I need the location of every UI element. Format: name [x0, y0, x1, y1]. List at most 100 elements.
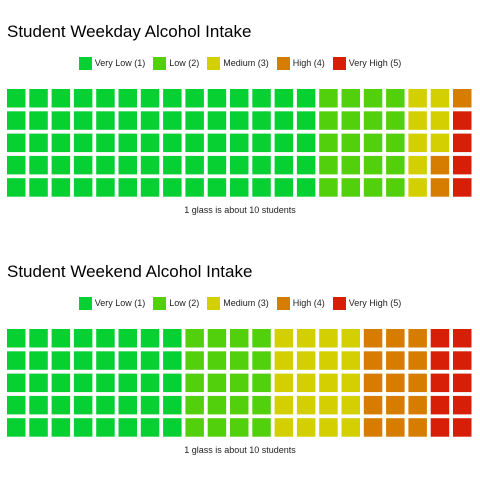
waffle-cell-high [408, 418, 427, 437]
waffle-cell-very-low [96, 351, 115, 370]
legend-swatch [153, 56, 167, 70]
waffle-cell-low [252, 395, 271, 415]
legend-swatch [78, 56, 92, 70]
waffle-cell-very-low [230, 178, 249, 197]
waffle-cell-very-low [51, 351, 71, 370]
waffle-cell-very-low [230, 89, 249, 108]
waffle-cell-medium [430, 133, 450, 153]
waffle-cell-medium [430, 89, 450, 108]
waffle-cell-high [386, 395, 405, 415]
waffle-cell-very-low [96, 111, 115, 130]
legend-label: Very High (5) [348, 58, 402, 68]
waffle-cell-very-low [207, 133, 227, 153]
waffle-cell-medium [341, 329, 360, 348]
waffle-cell-very-low [7, 178, 26, 197]
legend-item-medium: Medium (3) [207, 56, 269, 70]
waffle-cell-low [341, 133, 360, 153]
waffle-cell-high [408, 351, 427, 370]
waffle-cell-very-low [140, 373, 160, 393]
waffle-cell-very-high [453, 373, 472, 393]
waffle-cell-very-low [73, 89, 93, 108]
waffle-cell-very-low [7, 133, 26, 153]
waffle-cell-very-high [453, 418, 472, 437]
waffle-cell-low [252, 418, 271, 437]
waffle-cell-low [363, 155, 383, 175]
waffle-cell-very-low [140, 155, 160, 175]
waffle-cell-high [408, 373, 427, 393]
waffle-cell-medium [319, 373, 338, 393]
waffle-cell-medium [274, 351, 294, 370]
waffle-cell-low [230, 395, 249, 415]
waffle-cell-medium [430, 111, 450, 130]
waffle-cell-very-high [430, 351, 450, 370]
waffle-cell-very-low [163, 373, 182, 393]
waffle-cell-very-low [73, 395, 93, 415]
waffle-cell-low [185, 351, 204, 370]
waffle-cell-low [252, 373, 271, 393]
waffle-cell-very-low [29, 133, 48, 153]
legend-item-very-high: Very High (5) [332, 296, 401, 310]
waffle-cell-medium [408, 111, 427, 130]
waffle-cell-medium [408, 155, 427, 175]
waffle-cell-low [386, 155, 405, 175]
legend-label: Medium (3) [223, 58, 269, 68]
waffle-cell-very-low [7, 418, 26, 437]
waffle-cell-medium [319, 395, 338, 415]
waffle-cell-very-low [274, 155, 294, 175]
waffle-cell-low [252, 351, 271, 370]
waffle-cell-very-low [296, 89, 316, 108]
legend-item-medium: Medium (3) [207, 296, 269, 310]
waffle-cell-low [386, 133, 405, 153]
waffle-cell-very-low [296, 178, 316, 197]
legend-label: Medium (3) [223, 298, 269, 308]
waffle-cell-very-low [73, 329, 93, 348]
waffle-cell-very-low [296, 111, 316, 130]
waffle-cell-very-low [274, 133, 294, 153]
waffle-cell-very-low [163, 395, 182, 415]
waffle-cell-very-low [252, 89, 271, 108]
waffle-cell-very-low [230, 133, 249, 153]
legend-swatch [332, 296, 346, 310]
legend-label: Low (2) [169, 298, 200, 308]
waffle-cell-very-low [163, 418, 182, 437]
waffle-cell-very-high [430, 418, 450, 437]
waffle-cell-high [363, 418, 383, 437]
legend-item-very-high: Very High (5) [332, 56, 402, 70]
legend-swatch [153, 296, 167, 310]
waffle-cell-low [386, 111, 405, 130]
legend-item-high: High (4) [276, 56, 325, 70]
waffle-cell-very-low [296, 133, 316, 153]
legend-swatch [332, 56, 346, 70]
waffle-cell-medium [274, 395, 294, 415]
waffle-cell-very-low [51, 155, 71, 175]
chart-legend: Very Low (1) Low (2) Medium (3) High (4)… [0, 56, 480, 70]
waffle-cell-very-low [118, 351, 137, 370]
waffle-cell-medium [296, 329, 316, 348]
waffle-cell-very-low [118, 418, 137, 437]
waffle-cell-very-high [453, 329, 472, 348]
waffle-cell-very-low [118, 395, 137, 415]
waffle-cell-very-low [163, 111, 182, 130]
waffle-cell-low [341, 155, 360, 175]
waffle-cell-low [207, 418, 227, 437]
waffle-cell-medium [341, 395, 360, 415]
legend-item-very-low: Very Low (1) [78, 56, 145, 70]
waffle-cell-low [319, 178, 338, 197]
waffle-cell-very-low [96, 155, 115, 175]
waffle-cell-very-low [185, 155, 204, 175]
waffle-cell-very-low [7, 395, 26, 415]
waffle-cell-very-low [51, 395, 71, 415]
waffle-cell-very-high [453, 178, 472, 197]
waffle-cell-medium [274, 418, 294, 437]
waffle-cell-medium [408, 89, 427, 108]
waffle-cell-low [207, 395, 227, 415]
legend-swatch [78, 296, 92, 310]
waffle-cell-low [386, 89, 405, 108]
waffle-cell-low [252, 329, 271, 348]
waffle-cell-low [230, 373, 249, 393]
legend-swatch [276, 296, 290, 310]
waffle-cell-very-low [73, 111, 93, 130]
waffle-cell-very-low [163, 329, 182, 348]
legend-label: High (4) [292, 58, 325, 68]
legend-label: Very Low (1) [94, 298, 146, 308]
